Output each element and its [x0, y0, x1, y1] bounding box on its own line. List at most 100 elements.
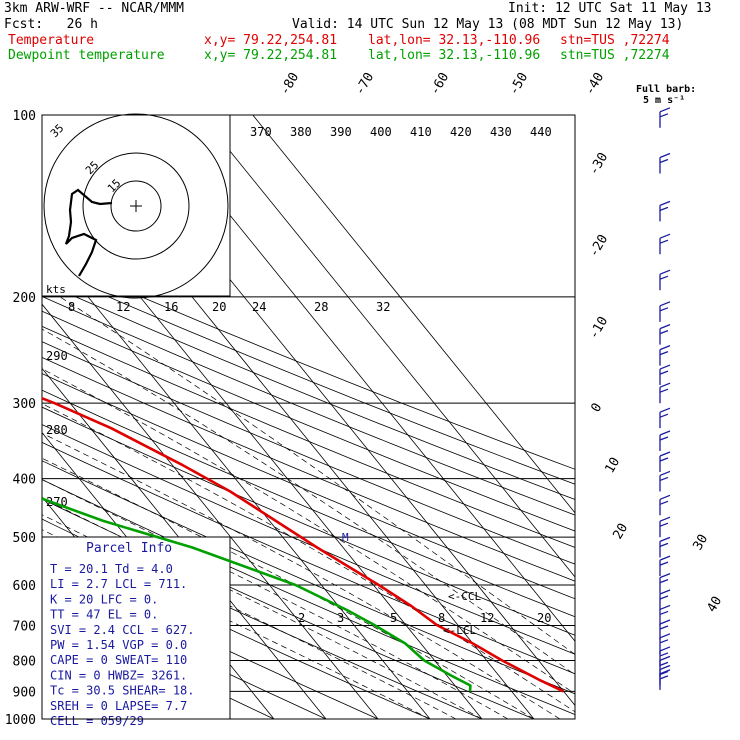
dry-adiabat — [42, 296, 575, 516]
isotherm-label: -60 — [427, 70, 452, 98]
pressure-label: 500 — [13, 531, 36, 546]
wind-barb — [659, 555, 671, 577]
isotherm-label: -40 — [582, 70, 607, 98]
parcel-info-row: CAPE = 0 SWEAT= 110 — [50, 653, 187, 667]
parcel-info-row: Tc = 30.5 SHEAR= 18. — [50, 684, 195, 698]
pressure-label: 300 — [13, 397, 36, 412]
parcel-info-row: CELL = 059/29 — [50, 714, 144, 728]
wind-barbs — [659, 107, 671, 690]
valid-time: Valid: 14 UTC Sun 12 May 13 (08 MDT Sun … — [292, 17, 684, 32]
parcel-info-row: TT = 47 EL = 0. — [50, 608, 158, 622]
theta-e-label: 420 — [450, 125, 472, 139]
wind-barb — [659, 664, 671, 686]
moist-adiabat — [42, 479, 509, 719]
wind-barb — [659, 494, 671, 516]
theta-label: 280 — [46, 423, 68, 437]
theta-e-label: 400 — [370, 125, 392, 139]
hodograph-units: kts — [46, 283, 66, 296]
pressure-label: 400 — [13, 473, 36, 488]
isotherm-label: 30 — [690, 532, 711, 553]
isotherm — [252, 115, 575, 514]
wind-barb — [659, 407, 671, 429]
wind-barb — [659, 382, 671, 404]
pressure-label: 800 — [13, 654, 36, 669]
theta-e-label: 380 — [290, 125, 312, 139]
wind-barb — [659, 364, 671, 386]
moist-adiabat — [42, 328, 575, 676]
mixing-ratio-label-lower: 8 — [438, 611, 445, 625]
mixing-ratio-label: 24 — [252, 300, 266, 314]
moist-adiabat — [59, 296, 575, 655]
wind-barb — [659, 233, 671, 255]
ccl-marker: <-CCL — [448, 590, 481, 603]
parcel-info-row: LI = 2.7 LCL = 711. — [50, 577, 187, 591]
dry-adiabat — [42, 373, 575, 600]
pressure-label: 1000 — [5, 713, 36, 728]
moist-adiabat — [42, 403, 575, 713]
isotherm-label: 40 — [704, 594, 725, 615]
mixing-ratio-label-lower: 20 — [537, 611, 551, 625]
model-title: 3km ARW-WRF -- NCAR/MMM — [4, 1, 185, 16]
temperature-legend: Temperature — [8, 33, 95, 48]
parcel-info-row: SREH = 0 LAPSE= 7.7 — [50, 699, 187, 713]
temperature-profile — [42, 396, 565, 693]
isotherm-label: -50 — [506, 70, 531, 98]
pressure-label: 200 — [13, 291, 36, 306]
dewpoint-latlon: lat,lon= 32.13,-110.96 — [368, 48, 541, 63]
dry-adiabat — [42, 389, 575, 618]
wind-barb — [659, 430, 671, 452]
pressure-label: 100 — [13, 109, 36, 124]
isotherm-label: -70 — [352, 70, 377, 98]
mixing-ratio-label: 28 — [314, 300, 328, 314]
isotherm-label: -10 — [586, 314, 611, 342]
parcel-info-row: CIN = 0 HWBZ= 3261. — [50, 668, 187, 682]
hodograph: 15 25 35 kts — [41, 113, 231, 299]
dry-adiabat — [42, 253, 575, 470]
wind-barb — [659, 269, 671, 291]
forecast-hour: Fcst: 26 h — [4, 17, 98, 32]
temperature-station: stn=TUS ,72274 — [560, 33, 670, 48]
moist-adiabat — [42, 368, 575, 695]
isotherm-label: 0 — [588, 401, 605, 415]
mixing-ratio-label-lower: 12 — [480, 611, 494, 625]
parcel-info-title: Parcel Info — [86, 541, 172, 556]
parcel-info-row: PW = 1.54 VGP = 0.0 — [50, 638, 187, 652]
theta-e-label: 440 — [530, 125, 552, 139]
moist-adiabat — [42, 432, 561, 719]
wind-barb — [659, 589, 671, 611]
parcel-info-row: T = 20.1 Td = 4.0 — [50, 562, 173, 576]
parcel-info-panel: Parcel Info T = 20.1 Td = 4.0LI = 2.7 LC… — [42, 536, 231, 728]
mixing-ratio-label-lower: 5 — [390, 611, 397, 625]
theta-e-label: 390 — [330, 125, 352, 139]
dry-adiabat — [42, 441, 575, 675]
wind-barb — [659, 573, 671, 594]
wind-barb — [659, 324, 671, 345]
isotherm — [42, 303, 379, 719]
pressure-label: 900 — [13, 685, 36, 700]
init-time: Init: 12 UTC Sat 11 May 13 — [508, 1, 712, 16]
wind-barb — [659, 604, 671, 626]
theta-e-label: 370 — [250, 125, 272, 139]
wind-barb — [659, 301, 671, 322]
dry-adiabat — [42, 424, 575, 655]
windbarb-legend-line1: Full barb: — [636, 84, 696, 95]
isotherm — [200, 115, 575, 578]
lcl-marker: <-LCL — [443, 624, 476, 637]
wind-barb — [659, 470, 671, 492]
m-marker: M — [342, 531, 349, 544]
parcel-info-row: K = 20 LFC = 0. — [50, 592, 158, 606]
dry-adiabat — [42, 310, 575, 532]
theta-e-label: 430 — [490, 125, 512, 139]
sounding-profiles — [42, 396, 565, 693]
dry-adiabat — [42, 406, 575, 636]
isotherm-label: -80 — [277, 70, 302, 98]
dewpoint-xy: x,y= 79.22,254.81 — [204, 48, 338, 63]
wind-barb — [659, 536, 671, 558]
wind-barb — [659, 516, 671, 538]
plot-frame — [41, 114, 576, 720]
mixing-ratio-label-lower: 3 — [337, 611, 344, 625]
dry-adiabat — [42, 357, 575, 582]
dry-adiabat — [42, 341, 575, 565]
wind-barb — [659, 451, 671, 473]
